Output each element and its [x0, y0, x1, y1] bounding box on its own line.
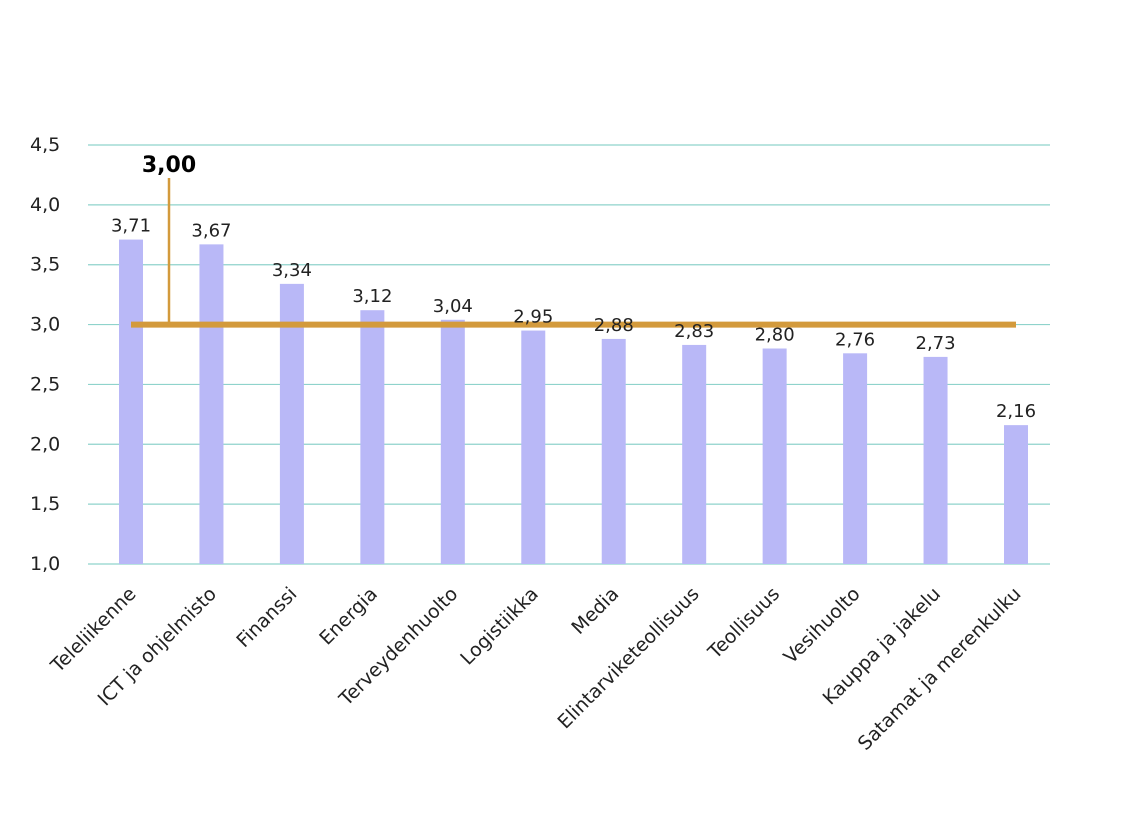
- category-label: Media: [567, 583, 623, 639]
- category-label: Energia: [315, 583, 382, 650]
- value-label: 2,80: [755, 325, 795, 346]
- value-label: 3,34: [272, 260, 312, 281]
- y-tick-label: 2,0: [30, 433, 60, 455]
- bar: [199, 244, 224, 564]
- value-label: 3,04: [433, 296, 473, 317]
- bars: [119, 239, 1028, 564]
- value-label: 3,71: [111, 216, 151, 237]
- bar: [843, 353, 868, 564]
- category-label: Satamat ja merenkulku: [854, 583, 1026, 755]
- reference-label: 3,00: [142, 153, 196, 178]
- bar: [1004, 425, 1028, 564]
- value-labels: 3,71 3,67 3,34 3,12 3,04 2,95 2,88 2,83 2,80 2,76…: [111, 216, 1036, 423]
- y-tick-label: 1,0: [30, 553, 60, 575]
- y-tick-label: 1,5: [30, 493, 60, 515]
- y-axis-ticks: 1,0 1,5 2,0 2,5 3,0 3,5 4,0 4,5: [30, 134, 60, 575]
- y-tick-label: 2,5: [30, 373, 60, 395]
- y-tick-label: 4,0: [30, 194, 60, 216]
- bar: [440, 319, 465, 564]
- category-label: Logistiikka: [456, 583, 543, 670]
- bar: [279, 283, 304, 564]
- bar: [923, 356, 948, 564]
- y-tick-label: 4,5: [30, 134, 60, 156]
- value-label: 2,88: [594, 315, 634, 336]
- category-label: Elintarviketeollisuus: [553, 583, 703, 733]
- bar: [119, 239, 143, 564]
- value-label: 2,95: [513, 307, 553, 328]
- grid-lines: [88, 144, 1050, 565]
- category-label: Finanssi: [232, 583, 301, 652]
- value-label: 2,16: [996, 401, 1036, 422]
- value-label: 2,83: [674, 321, 714, 342]
- bar: [601, 338, 626, 564]
- bar: [360, 310, 385, 564]
- category-label: Teollisuus: [703, 583, 784, 664]
- y-tick-label: 3,0: [30, 314, 60, 336]
- y-tick-label: 3,5: [30, 254, 60, 276]
- bar: [762, 348, 787, 564]
- bar: [682, 344, 707, 564]
- value-label: 2,76: [835, 329, 875, 350]
- value-label: 2,73: [916, 333, 956, 354]
- category-label: Vesihuolto: [779, 583, 864, 668]
- reference-line-group: 3,00: [131, 153, 1016, 328]
- value-label: 3,67: [191, 220, 231, 241]
- value-label: 3,12: [352, 286, 392, 307]
- bar: [521, 330, 546, 564]
